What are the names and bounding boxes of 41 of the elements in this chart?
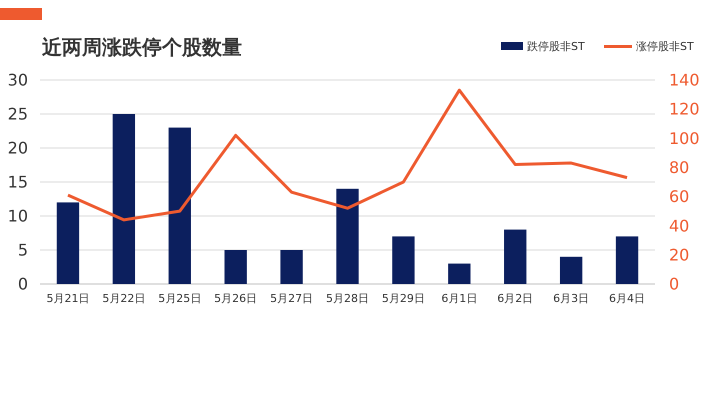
y2-tick-label: 40 bbox=[669, 216, 690, 236]
y-tick-label: 30 bbox=[8, 70, 28, 90]
x-tick-label: 5月28日 bbox=[326, 292, 369, 305]
y-tick-label: 0 bbox=[18, 274, 28, 294]
x-tick-label: 6月4日 bbox=[609, 292, 646, 305]
line-series bbox=[66, 88, 629, 222]
x-tick-label: 6月1日 bbox=[441, 292, 478, 305]
y2-tick-label: 120 bbox=[669, 100, 700, 119]
y2-tick-label: 80 bbox=[669, 158, 690, 178]
bar bbox=[560, 256, 582, 284]
bar bbox=[448, 264, 470, 284]
y2-tick-label: 20 bbox=[669, 245, 690, 264]
x-tick-label: 5月21日 bbox=[46, 292, 90, 305]
x-tick-label: 5月22日 bbox=[102, 292, 146, 305]
bar bbox=[392, 236, 415, 284]
bar bbox=[504, 230, 526, 284]
x-tick-label: 5月29日 bbox=[382, 292, 425, 305]
y-tick-label: 5 bbox=[18, 240, 28, 260]
y-tick-label: 10 bbox=[8, 206, 28, 226]
x-tick-label: 5月27日 bbox=[270, 292, 314, 305]
bar bbox=[336, 188, 359, 284]
bar bbox=[280, 250, 303, 284]
legend-label: 跌停股非ST bbox=[527, 40, 585, 53]
y-tick-label: 15 bbox=[8, 172, 28, 192]
x-tick-label: 5月25日 bbox=[158, 292, 202, 305]
y-tick-label: 25 bbox=[8, 104, 28, 124]
bar bbox=[112, 114, 136, 284]
y2-tick-label: 0 bbox=[669, 274, 680, 294]
legend-label: 涨停股非ST bbox=[636, 40, 694, 53]
bar bbox=[616, 236, 638, 284]
x-tick-label: 6月3日 bbox=[553, 292, 590, 305]
bar bbox=[224, 250, 247, 284]
chart-title: 近两周涨跌停个股数量 bbox=[41, 35, 242, 59]
x-tick-label: 5月26日 bbox=[214, 292, 258, 305]
y-tick-label: 20 bbox=[8, 138, 28, 158]
y2-tick-label: 60 bbox=[669, 187, 690, 206]
x-tick-label: 6月2日 bbox=[497, 292, 534, 305]
y2-tick-label: 100 bbox=[669, 128, 700, 148]
bar bbox=[168, 128, 191, 284]
y2-tick-label: 140 bbox=[669, 70, 700, 90]
bar bbox=[56, 202, 80, 284]
